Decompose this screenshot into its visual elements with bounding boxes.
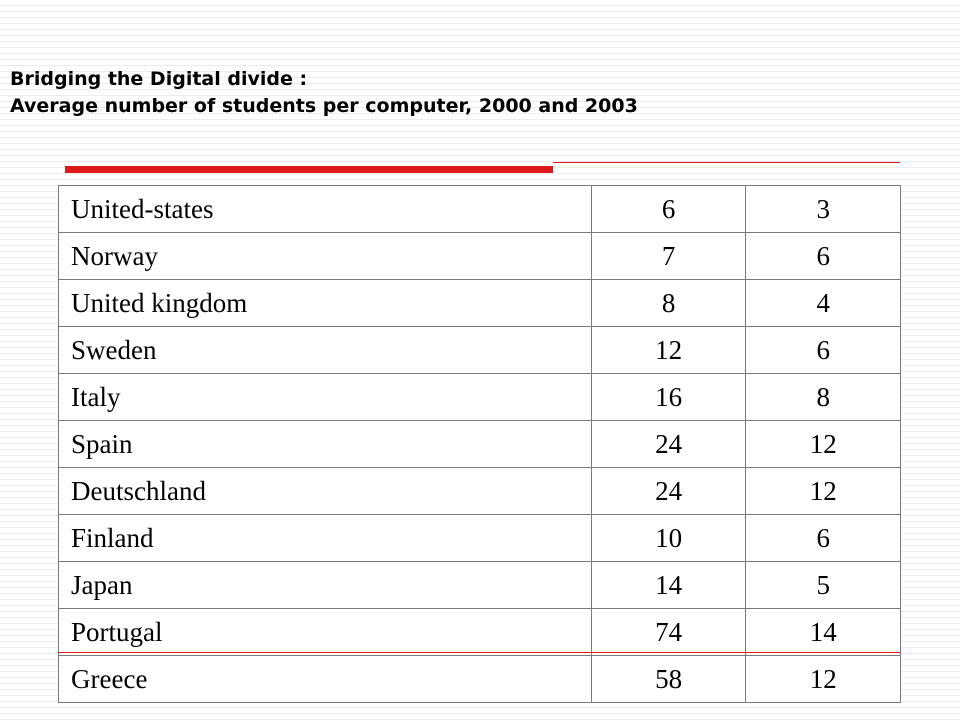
country-cell: Portugal	[58, 608, 592, 656]
table-body: United-states 6 3 Norway 7 6 United king…	[58, 185, 901, 703]
table-row: Sweden 12 6	[58, 326, 901, 374]
country-cell: United kingdom	[58, 279, 592, 327]
value-2003-cell: 12	[745, 655, 901, 703]
table-row: Deutschland 24 12	[58, 467, 901, 515]
accent-line	[553, 162, 900, 163]
table-row: Greece 58 12	[58, 655, 901, 703]
country-cell: Spain	[58, 420, 592, 468]
slide-title-line-1: Bridging the Digital divide :	[10, 68, 308, 90]
value-2003-cell: 5	[745, 561, 901, 609]
slide-title-line-2: Average number of students per computer,…	[10, 95, 638, 117]
value-2000-cell: 12	[590, 326, 747, 374]
value-2003-cell: 14	[745, 608, 901, 656]
value-2003-cell: 4	[745, 279, 901, 327]
country-cell: Japan	[58, 561, 592, 609]
country-cell: Sweden	[58, 326, 592, 374]
value-2003-cell: 6	[745, 232, 901, 280]
value-2000-cell: 24	[590, 467, 747, 515]
value-2003-cell: 3	[745, 185, 901, 233]
accent-bar	[65, 166, 553, 173]
table-row: Finland 10 6	[58, 514, 901, 562]
table-row: Italy 16 8	[58, 373, 901, 421]
table-row: Portugal 74 14	[58, 608, 901, 656]
value-2000-cell: 6	[590, 185, 747, 233]
value-2003-cell: 6	[745, 514, 901, 562]
country-cell: Deutschland	[58, 467, 592, 515]
slide-title: Bridging the Digital divide : Average nu…	[10, 66, 638, 120]
country-cell: Norway	[58, 232, 592, 280]
value-2000-cell: 8	[590, 279, 747, 327]
value-2003-cell: 12	[745, 467, 901, 515]
value-2000-cell: 24	[590, 420, 747, 468]
value-2000-cell: 14	[590, 561, 747, 609]
value-2000-cell: 16	[590, 373, 747, 421]
country-cell: Italy	[58, 373, 592, 421]
value-2000-cell: 7	[590, 232, 747, 280]
table-row: Japan 14 5	[58, 561, 901, 609]
students-per-computer-table: United-states 6 3 Norway 7 6 United king…	[58, 185, 901, 703]
accent-underline	[58, 652, 900, 653]
country-cell: Finland	[58, 514, 592, 562]
table-row: United kingdom 8 4	[58, 279, 901, 327]
value-2000-cell: 74	[590, 608, 747, 656]
country-cell: United-states	[58, 185, 592, 233]
table-row: Norway 7 6	[58, 232, 901, 280]
value-2000-cell: 10	[590, 514, 747, 562]
value-2003-cell: 6	[745, 326, 901, 374]
value-2003-cell: 12	[745, 420, 901, 468]
value-2003-cell: 8	[745, 373, 901, 421]
value-2000-cell: 58	[590, 655, 747, 703]
table-row: Spain 24 12	[58, 420, 901, 468]
country-cell: Greece	[58, 655, 592, 703]
table-row: United-states 6 3	[58, 185, 901, 233]
